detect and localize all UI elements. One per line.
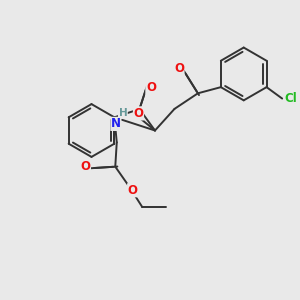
Text: N: N bbox=[111, 117, 121, 130]
Text: O: O bbox=[80, 160, 90, 173]
Text: O: O bbox=[134, 107, 143, 120]
Text: H: H bbox=[118, 108, 127, 118]
Text: Cl: Cl bbox=[284, 92, 297, 105]
Text: O: O bbox=[174, 62, 184, 75]
Text: O: O bbox=[128, 184, 138, 197]
Text: O: O bbox=[146, 81, 156, 94]
